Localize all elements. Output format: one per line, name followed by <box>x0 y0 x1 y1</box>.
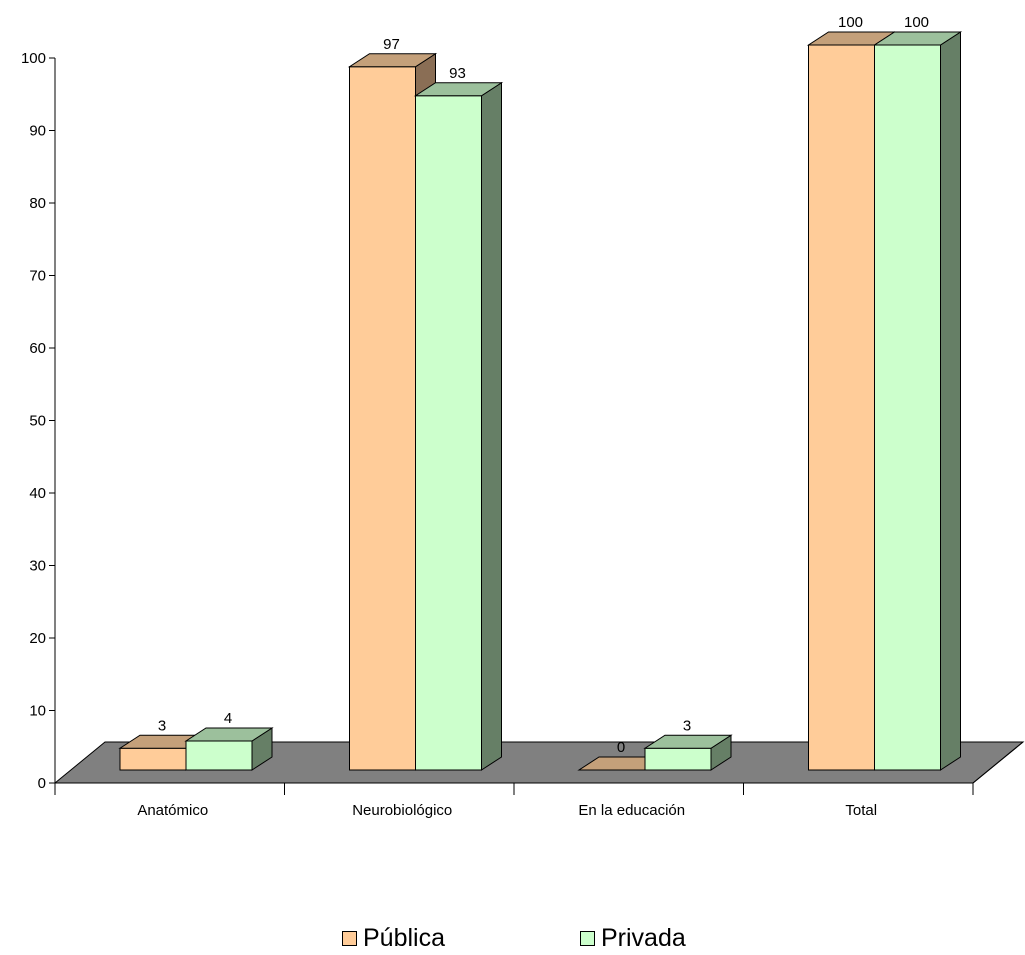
bar-privada-neurobiologico-front <box>415 95 482 771</box>
legend: Pública Privada <box>0 925 1025 955</box>
category-label-en-la-educacion: En la educación <box>578 802 685 819</box>
y-tick-label: 20 <box>29 630 46 647</box>
y-tick-label: 50 <box>29 413 46 430</box>
legend-label-privada: Privada <box>601 924 686 952</box>
bar-privada-total-front <box>874 44 941 771</box>
category-label-anatomico: Anatómico <box>137 802 208 819</box>
bar-privada-en-la-educacion-top <box>643 734 733 749</box>
bar-privada-anatomico-front <box>185 740 253 771</box>
y-tick-label: 60 <box>29 340 46 357</box>
legend-label-publica: Pública <box>363 924 445 952</box>
bar-publica-anatomico-front <box>119 747 187 771</box>
category-label-total: Total <box>845 802 877 819</box>
data-label-privada-neurobiologico: 93 <box>449 65 466 82</box>
bar-publica-neurobiologico-top <box>347 53 438 68</box>
data-label-privada-en-la-educacion: 3 <box>683 717 691 734</box>
data-label-publica-neurobiologico: 97 <box>383 36 400 53</box>
data-label-publica-en-la-educacion: 0 <box>617 739 625 756</box>
bar-privada-en-la-educacion-front <box>644 747 712 771</box>
data-label-privada-total: 100 <box>904 14 929 31</box>
bar-privada-anatomico-top <box>184 727 274 742</box>
legend-item-privada: Privada <box>580 925 686 951</box>
y-tick-label: 70 <box>29 268 46 285</box>
y-tick-label: 30 <box>29 558 46 575</box>
y-tick-label: 40 <box>29 485 46 502</box>
bar-privada-total-top <box>872 31 963 46</box>
bar-privada-neurobiologico-top <box>413 82 504 97</box>
y-tick-label: 90 <box>29 123 46 140</box>
legend-swatch-privada <box>580 930 595 946</box>
y-tick-label: 80 <box>29 195 46 212</box>
data-label-publica-total: 100 <box>838 14 863 31</box>
bar-publica-total-front <box>808 44 875 771</box>
data-label-publica-anatomico: 3 <box>158 717 166 734</box>
data-label-privada-anatomico: 4 <box>224 710 232 727</box>
category-label-neurobiologico: Neurobiológico <box>352 802 452 819</box>
floor-edge <box>972 741 1024 784</box>
bar-privada-total-side <box>940 31 961 771</box>
bar-publica-neurobiologico-front <box>349 66 416 771</box>
y-tick-label: 10 <box>29 703 46 720</box>
legend-item-publica: Pública <box>342 925 445 951</box>
legend-swatch-publica <box>342 930 357 946</box>
y-tick-label: 0 <box>38 775 46 792</box>
y-tick-label: 100 <box>21 50 46 67</box>
bar-privada-neurobiologico-side <box>481 81 502 771</box>
